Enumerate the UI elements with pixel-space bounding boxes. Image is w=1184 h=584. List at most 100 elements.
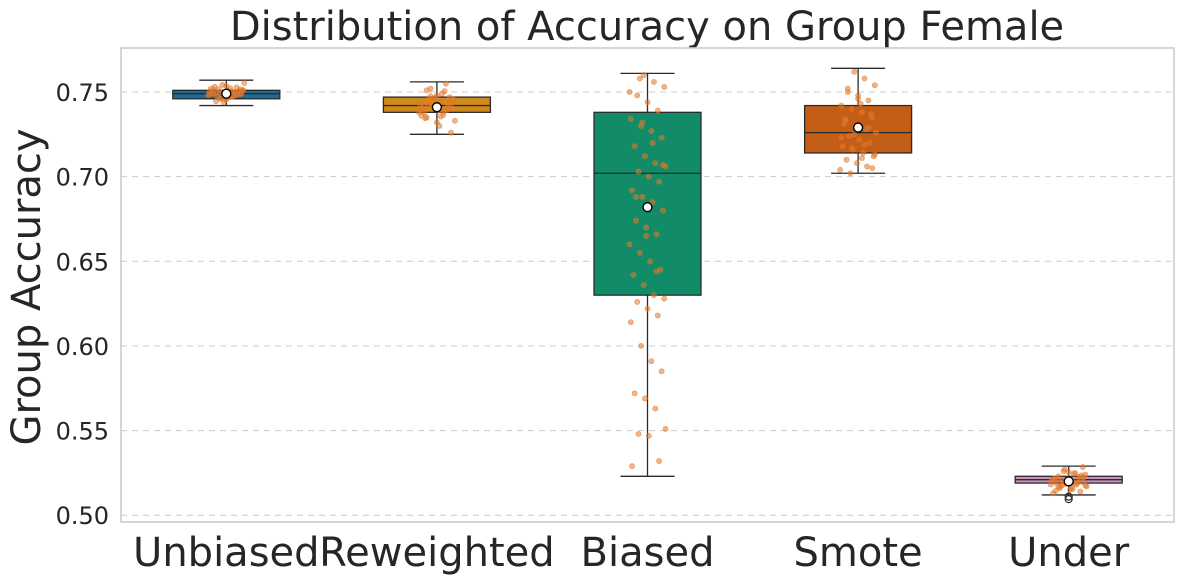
data-point <box>634 299 641 305</box>
data-point <box>433 119 440 126</box>
data-point <box>437 113 444 120</box>
data-point <box>629 187 635 194</box>
data-point <box>643 224 650 231</box>
data-point <box>639 119 646 126</box>
data-point <box>439 90 445 97</box>
data-point <box>645 173 652 180</box>
data-point <box>630 271 637 278</box>
data-point <box>871 82 878 89</box>
data-point <box>640 72 647 78</box>
data-point <box>444 106 451 113</box>
data-point <box>859 109 865 116</box>
data-point <box>869 165 876 172</box>
data-point <box>652 160 659 167</box>
box-group-smote <box>803 67 913 174</box>
data-point <box>450 98 457 105</box>
data-point <box>864 163 870 170</box>
data-point <box>861 141 868 148</box>
data-point <box>857 100 864 107</box>
x-tick-label: Reweighted <box>319 530 554 576</box>
data-point <box>851 68 858 75</box>
y-tick-label: 0.75 <box>56 79 109 107</box>
data-point <box>654 312 661 319</box>
data-point <box>649 199 656 205</box>
data-point <box>1069 486 1076 492</box>
data-point <box>843 156 850 163</box>
data-point <box>634 92 641 99</box>
data-point <box>241 80 248 86</box>
data-point <box>636 249 643 256</box>
data-point <box>642 395 648 402</box>
data-point <box>656 178 662 185</box>
data-point <box>661 295 668 302</box>
outlier-point <box>1064 492 1073 501</box>
data-point <box>1082 482 1089 489</box>
data-point <box>837 166 843 173</box>
data-point <box>652 405 659 412</box>
data-point <box>653 231 660 238</box>
data-point <box>635 168 642 175</box>
data-point <box>846 133 852 139</box>
data-point <box>866 139 873 146</box>
data-point <box>448 103 454 110</box>
data-point <box>631 143 638 150</box>
data-point <box>210 90 217 97</box>
data-point <box>638 343 644 349</box>
data-point <box>662 425 669 432</box>
data-point <box>661 84 668 90</box>
mean-marker <box>431 102 443 113</box>
data-point <box>651 78 657 85</box>
mean-markers <box>221 88 1074 487</box>
data-point <box>642 153 648 160</box>
data-point <box>660 161 666 168</box>
data-point <box>868 111 874 117</box>
data-point <box>629 463 635 470</box>
data-point <box>647 258 653 265</box>
data-point <box>442 80 449 87</box>
data-point <box>627 319 634 326</box>
data-point <box>838 102 845 109</box>
data-point <box>653 268 660 275</box>
data-point <box>643 233 650 239</box>
data-point <box>859 155 865 161</box>
data-point <box>1049 477 1055 483</box>
data-point <box>851 131 858 138</box>
data-point <box>1059 482 1066 488</box>
data-point <box>415 109 422 116</box>
mean-marker <box>852 122 864 133</box>
data-point <box>865 124 872 131</box>
mean-marker <box>221 88 232 99</box>
data-point <box>649 139 656 146</box>
data-point <box>654 107 661 114</box>
y-tick-label: 0.50 <box>56 502 109 530</box>
data-point <box>237 86 244 93</box>
x-tick-labels: Unbiased Reweighted Biased Smote Under <box>133 530 1130 576</box>
data-point <box>1076 473 1082 480</box>
data-point <box>648 358 655 365</box>
data-point <box>648 128 655 134</box>
mean-marker <box>1063 476 1074 487</box>
data-point <box>658 368 665 375</box>
data-point <box>842 116 849 122</box>
data-point <box>838 134 845 141</box>
data-point <box>856 136 863 143</box>
data-point <box>421 99 427 106</box>
data-point <box>626 241 633 248</box>
data-point <box>865 97 872 104</box>
data-point <box>1065 469 1072 475</box>
data-point <box>645 432 652 439</box>
data-point <box>1079 464 1086 470</box>
data-point <box>873 129 879 136</box>
data-point <box>847 170 854 177</box>
data-point <box>871 151 878 158</box>
data-point <box>1052 487 1059 494</box>
outlier-point <box>1064 495 1073 504</box>
data-point <box>658 134 665 141</box>
y-tick-label: 0.60 <box>56 333 109 361</box>
data-point <box>451 117 458 124</box>
y-tick-label: 0.65 <box>56 248 109 276</box>
data-point <box>656 458 662 464</box>
data-point <box>627 116 634 122</box>
data-point <box>1077 488 1084 495</box>
